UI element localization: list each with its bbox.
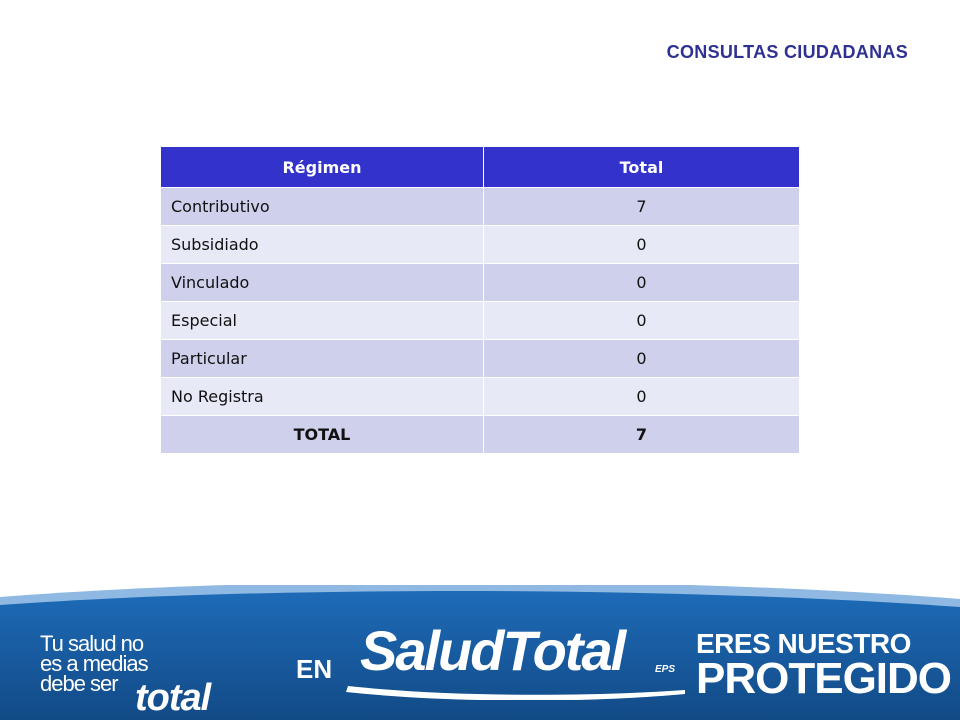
table-row: Contributivo 7 xyxy=(160,187,800,226)
table-row: Subsidiado 0 xyxy=(160,225,800,264)
footer-wave-background xyxy=(0,585,960,720)
row-value: 0 xyxy=(483,263,800,302)
table-row: Vinculado 0 xyxy=(160,263,800,302)
table-row: Especial 0 xyxy=(160,301,800,340)
footer-banner xyxy=(0,585,960,720)
table-row: Particular 0 xyxy=(160,339,800,378)
row-value: 0 xyxy=(483,339,800,378)
row-label: Particular xyxy=(160,339,484,378)
page-title: CONSULTAS CIUDADANAS xyxy=(666,42,908,62)
row-label: No Registra xyxy=(160,377,484,416)
slogan: Tu salud no es a medias debe ser total xyxy=(40,631,211,719)
row-value: 7 xyxy=(483,187,800,226)
regimen-table: Régimen Total Contributivo 7 Subsidiado … xyxy=(160,146,800,454)
brand-logo: SaludTotal xyxy=(360,619,626,682)
total-row: TOTAL 7 xyxy=(160,415,800,454)
row-label: Vinculado xyxy=(160,263,484,302)
slogan-line: Tu salud no xyxy=(40,631,144,656)
row-label: Especial xyxy=(160,301,484,340)
slogan-line: es a medias xyxy=(40,651,149,676)
row-label: Subsidiado xyxy=(160,225,484,264)
column-header-total: Total xyxy=(483,146,800,188)
en-label: EN xyxy=(296,654,333,684)
tagline-line-1: ERES NUESTRO xyxy=(696,628,911,659)
total-label: TOTAL xyxy=(160,415,484,454)
row-label: Contributivo xyxy=(160,187,484,226)
row-value: 0 xyxy=(483,301,800,340)
brand-logo-swoosh xyxy=(346,686,685,700)
slogan-word: total xyxy=(135,677,211,719)
tagline-line-2: PROTEGIDO xyxy=(696,654,952,703)
table-row: No Registra 0 xyxy=(160,377,800,416)
table-header-row: Régimen Total xyxy=(160,146,800,188)
row-value: 0 xyxy=(483,377,800,416)
total-value: 7 xyxy=(483,415,800,454)
column-header-regimen: Régimen xyxy=(160,146,484,188)
slogan-line: debe ser xyxy=(40,671,119,696)
brand-suffix: EPS xyxy=(655,664,676,675)
row-value: 0 xyxy=(483,225,800,264)
